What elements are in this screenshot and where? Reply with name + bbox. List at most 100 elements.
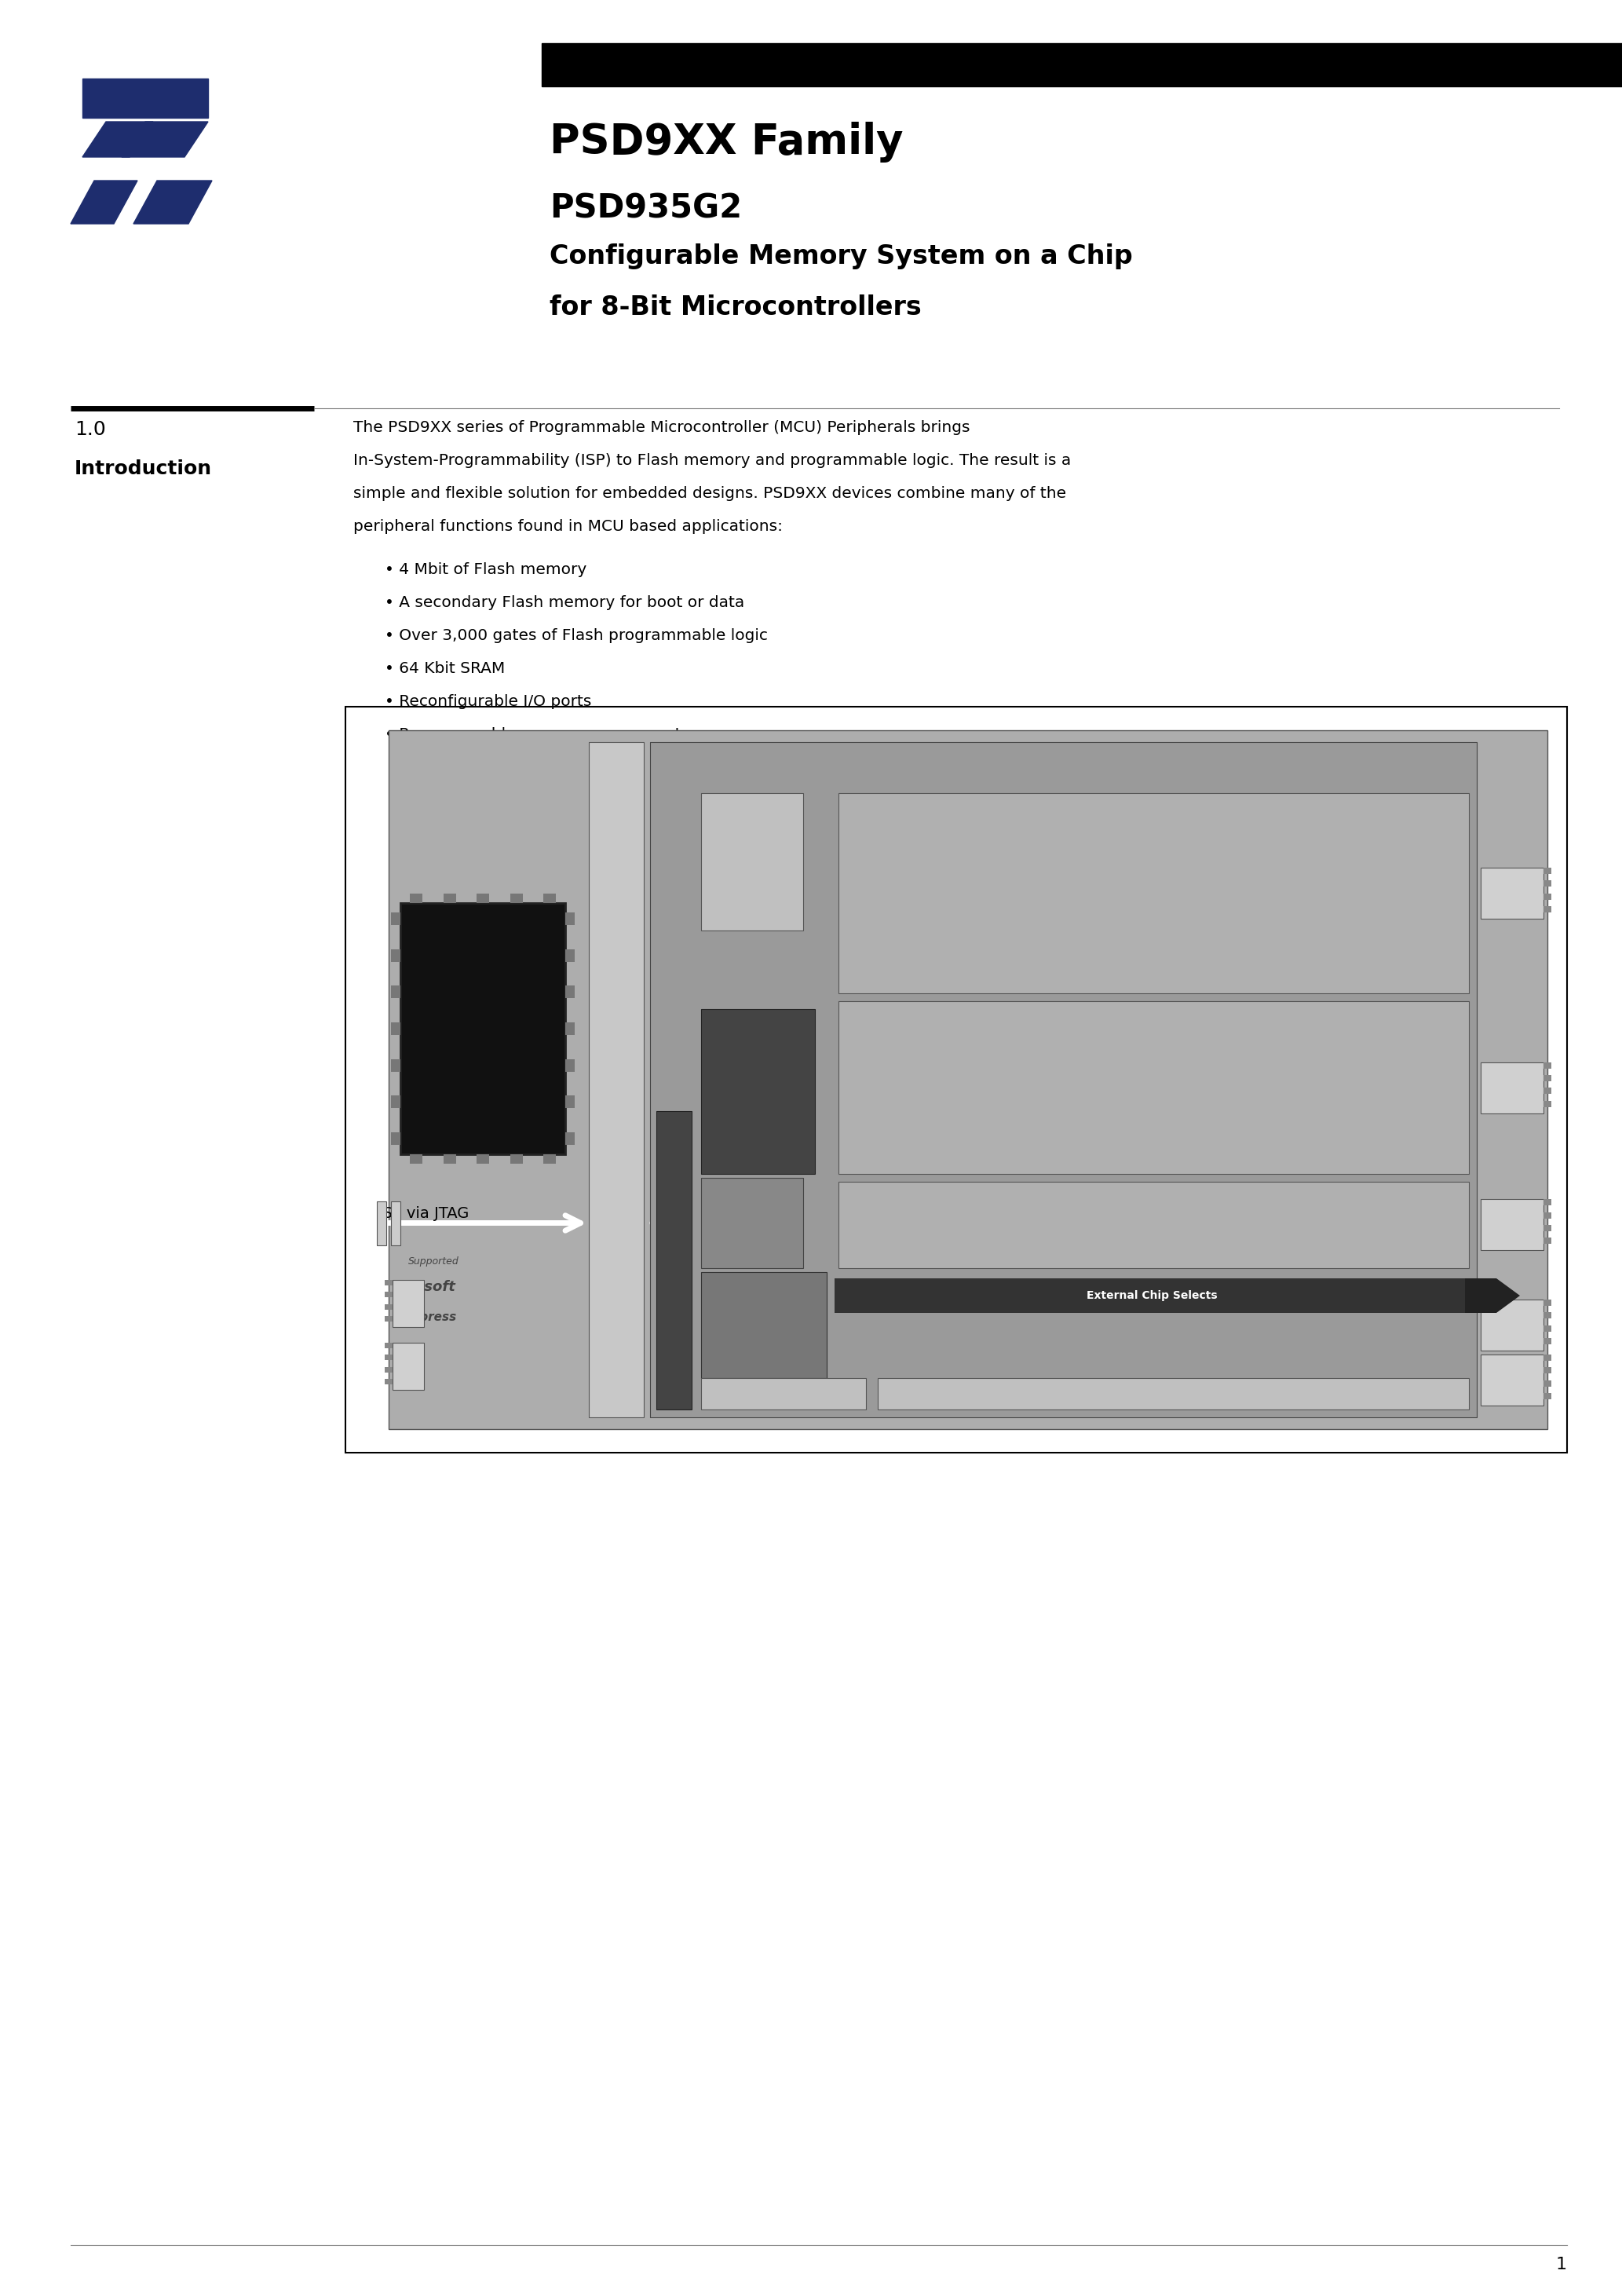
Bar — [1544, 1368, 1551, 1373]
Bar — [542, 44, 1622, 87]
Bar — [384, 1343, 393, 1348]
Text: 8 -Bit
MCU: 8 -Bit MCU — [454, 985, 511, 1026]
Bar — [564, 1095, 574, 1109]
Text: I/O Port: I/O Port — [1508, 1072, 1517, 1102]
Bar — [401, 902, 564, 1155]
Bar — [443, 1155, 456, 1164]
Text: Supported: Supported — [409, 1256, 459, 1267]
Bar — [1544, 1355, 1551, 1362]
Bar — [1544, 1088, 1551, 1093]
Text: Loader: Loader — [736, 1233, 767, 1242]
Bar — [657, 1111, 691, 1410]
Bar — [1481, 1199, 1544, 1251]
Text: PMU  🔧: PMU 🔧 — [1155, 1389, 1192, 1398]
Text: SRAM: SRAM — [1129, 1228, 1179, 1244]
Bar — [1544, 1075, 1551, 1081]
Text: • Over 3,000 gates of Flash programmable logic: • Over 3,000 gates of Flash programmable… — [384, 629, 767, 643]
Polygon shape — [71, 181, 138, 223]
Bar — [393, 1343, 423, 1389]
Bar — [589, 742, 644, 1417]
Bar — [839, 1182, 1470, 1267]
Bar — [1544, 868, 1551, 875]
Text: ISP via JTAG: ISP via JTAG — [378, 1205, 469, 1221]
Bar — [391, 912, 401, 925]
Text: PLD: PLD — [743, 1336, 785, 1355]
Text: I/O Port: I/O Port — [404, 1352, 412, 1380]
Bar — [384, 1380, 393, 1384]
Bar — [564, 1058, 574, 1072]
Bar — [564, 912, 574, 925]
Bar — [1544, 1063, 1551, 1068]
FancyArrow shape — [1465, 1279, 1520, 1313]
Bar — [384, 1355, 393, 1359]
Bar — [1544, 1394, 1551, 1398]
Bar — [384, 1316, 393, 1322]
Text: I/O Port: I/O Port — [404, 1290, 412, 1318]
Bar — [410, 1155, 422, 1164]
Bar — [839, 792, 1470, 994]
Text: Scratch PAD: Scratch PAD — [1126, 1208, 1182, 1219]
Text: I/O Port: I/O Port — [1508, 1210, 1517, 1240]
Bar — [701, 1378, 866, 1410]
Text: Decode: Decode — [740, 1063, 777, 1072]
Text: Security  🔒: Security 🔒 — [754, 1389, 813, 1398]
Bar — [1544, 879, 1551, 886]
Bar — [701, 1178, 803, 1267]
Text: • 4 Mbit of Flash memory: • 4 Mbit of Flash memory — [384, 563, 587, 576]
Text: Introduction: Introduction — [75, 459, 212, 478]
Bar — [391, 948, 401, 962]
Bar — [384, 1366, 393, 1373]
Bar — [1544, 1380, 1551, 1387]
Bar — [564, 1132, 574, 1146]
Bar — [701, 1008, 814, 1173]
Text: Page
Logic: Page Logic — [738, 850, 767, 875]
Text: The PSD9XX series of Programmable Microcontroller (MCU) Peripherals brings: The PSD9XX series of Programmable Microc… — [354, 420, 970, 434]
Bar — [391, 1095, 401, 1109]
Text: Concurrent/Boot: Concurrent/Boot — [1114, 1058, 1194, 1070]
Bar — [393, 1279, 423, 1327]
Text: • 64 Kbit SRAM: • 64 Kbit SRAM — [384, 661, 504, 675]
Bar — [1544, 1339, 1551, 1343]
Text: for 8-Bit Microcontrollers: for 8-Bit Microcontrollers — [550, 294, 921, 321]
Bar — [1544, 907, 1551, 912]
Bar — [1481, 1300, 1544, 1350]
Polygon shape — [133, 181, 212, 223]
Bar — [345, 707, 1567, 1453]
Bar — [1544, 893, 1551, 900]
Bar — [83, 78, 208, 117]
Bar — [391, 1201, 401, 1244]
Bar — [1481, 1063, 1544, 1114]
Bar — [1544, 1212, 1551, 1219]
Polygon shape — [122, 122, 208, 156]
Bar — [477, 1155, 490, 1164]
Bar — [376, 1201, 386, 1244]
Bar — [1481, 1355, 1544, 1405]
Bar — [384, 1279, 393, 1286]
Text: peripheral functions found in MCU based applications:: peripheral functions found in MCU based … — [354, 519, 783, 535]
Text: ISP: ISP — [740, 1201, 766, 1215]
Text: 1.0: 1.0 — [75, 420, 105, 439]
Text: Flash: Flash — [1121, 868, 1187, 891]
Bar — [509, 893, 522, 902]
Bar — [1544, 1226, 1551, 1231]
Bar — [835, 1279, 1470, 1313]
Bar — [509, 1155, 522, 1164]
Text: PSD9XX Family: PSD9XX Family — [550, 122, 903, 163]
Bar — [564, 948, 574, 962]
Bar — [878, 1378, 1470, 1410]
Text: I/O Port: I/O Port — [1508, 1311, 1517, 1339]
Text: • Programmable power management.: • Programmable power management. — [384, 728, 686, 742]
Bar — [839, 1001, 1470, 1173]
Bar — [391, 1022, 401, 1035]
Bar — [543, 893, 556, 902]
Text: MCU Interface: MCU Interface — [611, 1040, 621, 1118]
Text: PSD935G2: PSD935G2 — [550, 193, 741, 225]
Bar — [564, 985, 574, 999]
Bar — [384, 1293, 393, 1297]
Text: In-System-Programmability (ISP) to Flash memory and programmable logic. The resu: In-System-Programmability (ISP) to Flash… — [354, 452, 1071, 468]
Text: I/O Port: I/O Port — [1508, 879, 1517, 907]
Bar — [389, 730, 1547, 1428]
Text: • Reconfigurable I/O ports: • Reconfigurable I/O ports — [384, 693, 592, 709]
Bar — [391, 985, 401, 999]
Text: PSDsoft: PSDsoft — [393, 1279, 456, 1295]
